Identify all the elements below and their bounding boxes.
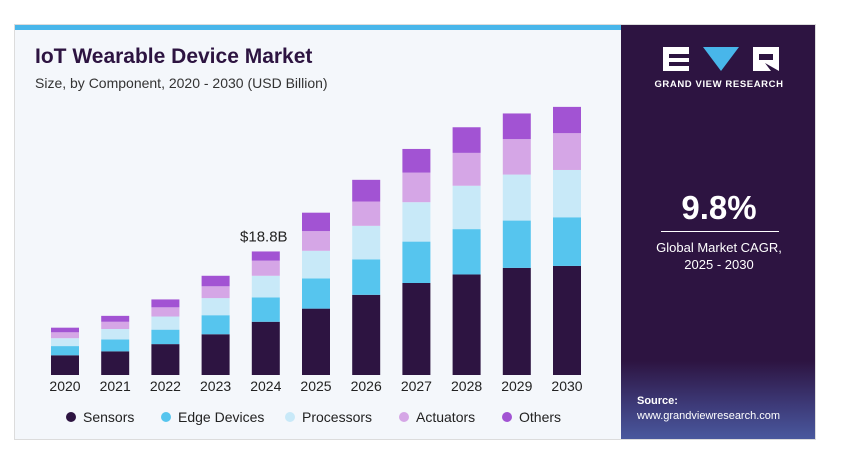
legend-label-actuators: Actuators	[416, 409, 475, 425]
bar-others-2030	[553, 106, 581, 134]
bar-actuators-2026	[352, 201, 381, 226]
bar-others-2022	[151, 299, 180, 308]
bar-processors-2022	[151, 316, 180, 330]
bar-others-2023	[201, 275, 230, 287]
bar-processors-2020	[51, 338, 79, 347]
x-tick-label-2024: 2024	[250, 378, 281, 394]
x-tick-label-2028: 2028	[451, 378, 482, 394]
x-tick-label-2021: 2021	[100, 378, 131, 394]
legend-swatch-processors	[285, 412, 295, 422]
bar-sensors-2028	[452, 274, 481, 375]
bar-actuators-2024	[251, 260, 280, 276]
bar-actuators-2030	[553, 133, 581, 170]
brand-name: GRAND VIEW RESEARCH	[654, 79, 784, 90]
bar-sensors-2029	[502, 267, 531, 375]
cagr-label-line1: Global Market CAGR,	[656, 240, 782, 255]
legend-swatch-others	[502, 412, 512, 422]
x-tick-label-2027: 2027	[401, 378, 432, 394]
cagr-label: Global Market CAGR, 2025 - 2030	[621, 239, 815, 273]
source-box: Source: www.grandviewresearch.com	[621, 361, 815, 439]
x-tick-label-2020: 2020	[49, 378, 80, 394]
stacked-bar-chart: 2020 2021 2022 2023 2024 2025 2026 2027 2028 2029…	[49, 106, 583, 425]
bar-processors-2024	[251, 275, 280, 298]
bar-sensors-2025	[302, 308, 330, 375]
x-tick-label-2029: 2029	[501, 378, 532, 394]
chart-title: IoT Wearable Device Market	[35, 45, 313, 68]
bar-actuators-2023	[201, 286, 230, 299]
x-tick-label-2022: 2022	[150, 378, 181, 394]
x-tick-label-2025: 2025	[300, 378, 331, 394]
bar-others-2024	[251, 251, 280, 261]
bar-actuators-2022	[151, 307, 180, 317]
chart-subtitle: Size, by Component, 2020 - 2030 (USD Bil…	[35, 75, 328, 91]
cagr-label-line2: 2025 - 2030	[684, 257, 754, 272]
info-panel: GRAND VIEW RESEARCH 9.8% Global Market C…	[621, 25, 815, 439]
cagr-divider	[661, 231, 779, 232]
legend-swatch-edge-devices	[161, 412, 171, 422]
legend-label-sensors: Sensors	[83, 409, 134, 425]
bar-sensors-2021	[101, 351, 130, 375]
bar-edge-devices-2029	[502, 220, 531, 268]
bar-edge-devices-2025	[302, 278, 330, 309]
legend-swatch-actuators	[399, 412, 409, 422]
bar-sensors-2030	[553, 265, 581, 375]
chart-card: IoT Wearable Device Market Size, by Comp…	[14, 24, 816, 440]
accent-bar	[15, 25, 621, 30]
bar-others-2029	[502, 113, 531, 140]
data-label-2024: $18.8B	[240, 228, 288, 245]
legend-label-processors: Processors	[302, 409, 372, 425]
bar-edge-devices-2024	[251, 297, 280, 322]
bar-edge-devices-2020	[51, 346, 79, 356]
bar-actuators-2020	[51, 332, 79, 339]
bar-actuators-2025	[302, 231, 330, 251]
bar-processors-2027	[402, 202, 431, 242]
bar-edge-devices-2030	[553, 217, 581, 266]
bar-others-2025	[302, 212, 330, 232]
bar-edge-devices-2027	[402, 241, 431, 283]
bar-edge-devices-2021	[101, 339, 130, 352]
bar-others-2020	[51, 327, 79, 333]
bar-edge-devices-2028	[452, 229, 481, 275]
cagr-value: 9.8%	[681, 189, 757, 226]
bar-actuators-2027	[402, 172, 431, 203]
x-tick-label-2026: 2026	[351, 378, 382, 394]
legend-label-others: Others	[519, 409, 561, 425]
bar-sensors-2024	[251, 321, 280, 375]
bar-processors-2029	[502, 174, 531, 221]
bar-processors-2021	[101, 329, 130, 340]
bar-others-2028	[452, 127, 481, 153]
source-link[interactable]: www.grandviewresearch.com	[637, 410, 781, 422]
brand-logo	[663, 47, 779, 71]
bar-edge-devices-2023	[201, 315, 230, 335]
bar-actuators-2021	[101, 321, 130, 329]
bar-processors-2023	[201, 298, 230, 316]
legend-label-edge-devices: Edge Devices	[178, 409, 264, 425]
bar-processors-2025	[302, 250, 330, 279]
bar-processors-2030	[553, 169, 581, 218]
bar-sensors-2022	[151, 344, 180, 375]
legend-swatch-sensors	[66, 412, 76, 422]
bar-others-2026	[352, 179, 381, 202]
bar-edge-devices-2022	[151, 329, 180, 345]
x-tick-label-2030: 2030	[551, 378, 582, 394]
x-tick-label-2023: 2023	[200, 378, 231, 394]
bar-others-2027	[402, 148, 431, 173]
bar-sensors-2026	[352, 294, 381, 375]
bar-actuators-2029	[502, 139, 531, 175]
source-label: Source:	[637, 395, 678, 407]
bar-processors-2026	[352, 225, 381, 260]
bar-edge-devices-2026	[352, 259, 381, 295]
bar-sensors-2027	[402, 283, 431, 375]
bar-actuators-2028	[452, 152, 481, 186]
bar-others-2021	[101, 315, 130, 322]
bar-sensors-2023	[201, 334, 230, 375]
bar-sensors-2020	[51, 355, 79, 375]
bar-processors-2028	[452, 185, 481, 230]
